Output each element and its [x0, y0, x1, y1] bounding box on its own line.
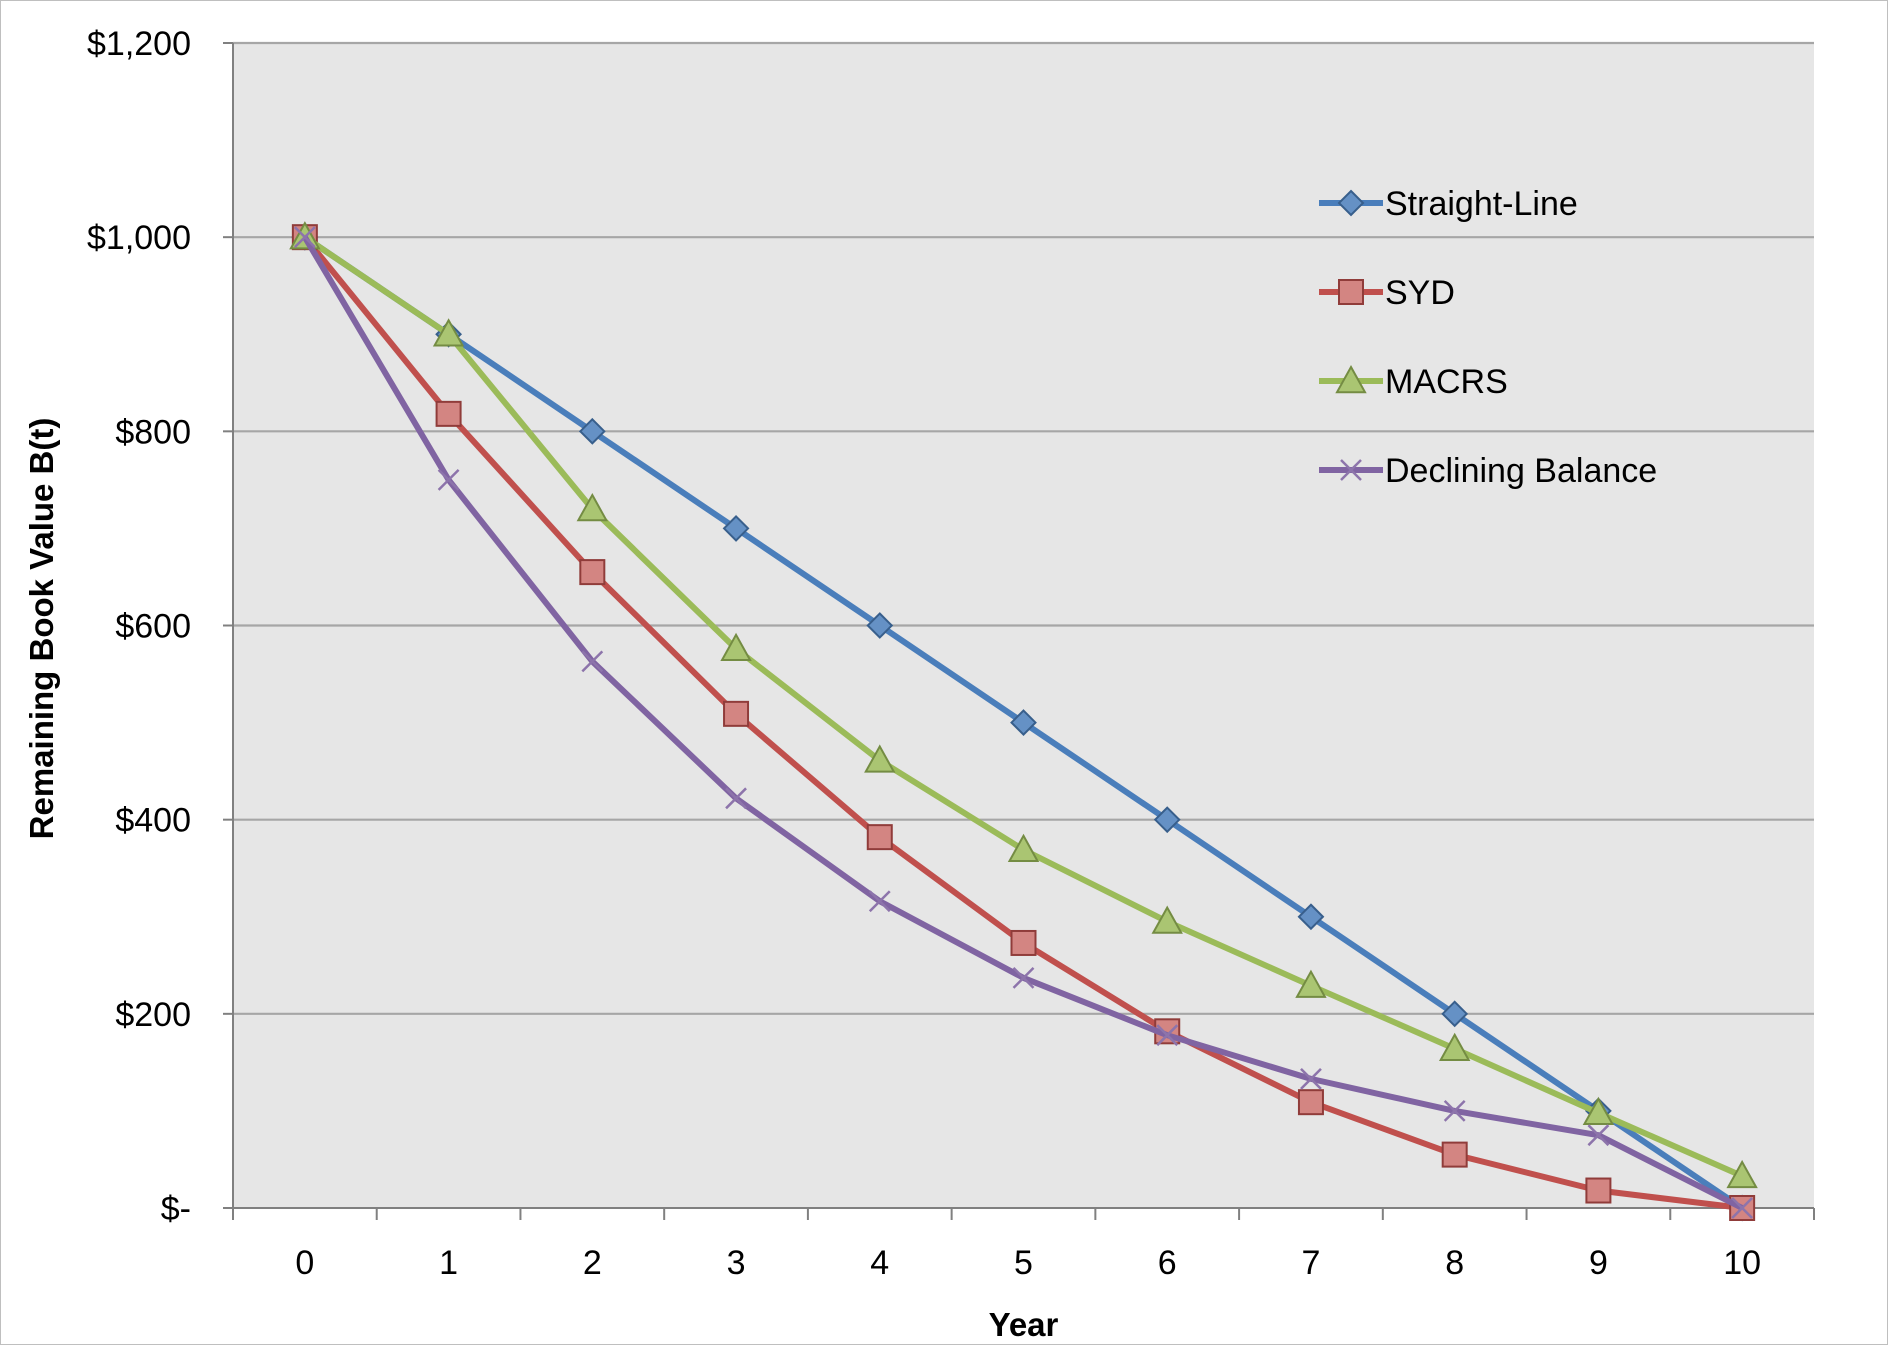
- x-tick-label: 3: [727, 1244, 746, 1282]
- data-point-syd: [723, 700, 750, 727]
- x-tick-label: 1: [439, 1244, 458, 1282]
- legend-marker: [1340, 459, 1362, 481]
- legend-label: Declining Balance: [1385, 452, 1657, 490]
- data-point-straight-line: [1153, 806, 1181, 834]
- x-tick-label: 8: [1445, 1244, 1464, 1282]
- legend-marker: [1337, 189, 1365, 217]
- data-point-macrs: [576, 492, 609, 522]
- data-point-declining-balance: [1156, 1024, 1179, 1047]
- data-point-macrs: [864, 744, 896, 773]
- x-tick-label: 4: [870, 1244, 889, 1282]
- data-point-declining-balance: [1443, 1100, 1466, 1122]
- data-point-straight-line: [866, 612, 894, 639]
- data-point-macrs: [720, 632, 752, 661]
- legend-item-declining-balance: Declining Balance: [1319, 452, 1657, 490]
- x-tick-label: 6: [1158, 1244, 1177, 1282]
- data-point-macrs: [1007, 833, 1040, 862]
- data-point-macrs: [1726, 1159, 1758, 1189]
- data-point-straight-line: [1441, 1000, 1469, 1028]
- y-tick-label: $200: [115, 996, 191, 1034]
- legend-label: Straight-Line: [1385, 185, 1578, 223]
- legend-item-straight-line: Straight-Line: [1319, 185, 1578, 223]
- data-point-syd: [1441, 1141, 1468, 1168]
- legend-item-syd: SYD: [1319, 274, 1455, 312]
- data-point-straight-line: [722, 515, 750, 542]
- legend-item-macrs: MACRS: [1319, 363, 1508, 401]
- data-point-syd: [579, 559, 606, 586]
- legend: Straight-Line SYD MACRS Declining Balance: [1319, 185, 1657, 490]
- data-point-declining-balance: [1587, 1124, 1610, 1147]
- y-tick-label: $800: [115, 413, 191, 451]
- data-point-declining-balance: [1012, 967, 1035, 989]
- axes: $- $200 $400 $600 $800 $1,000 $1,200 0 1 2 3 4 5 6 7 8 9…: [87, 25, 1815, 1282]
- data-point-macrs: [1151, 905, 1183, 934]
- y-tick-label: $600: [115, 608, 191, 646]
- y-tick-label: $1,000: [87, 219, 191, 257]
- x-tick-label: 9: [1589, 1244, 1608, 1282]
- x-tick-label: 0: [295, 1244, 314, 1282]
- series-macrs: [289, 221, 1758, 1189]
- data-point-syd: [1585, 1177, 1612, 1204]
- data-point-declining-balance: [1731, 1197, 1754, 1219]
- data-point-straight-line: [578, 417, 606, 445]
- y-tick-label: $400: [115, 802, 191, 840]
- y-axis-title: Remaining Book Value B(t): [23, 418, 60, 840]
- data-point-declining-balance: [1300, 1067, 1322, 1090]
- y-tick-label: $-: [161, 1190, 191, 1228]
- x-tick-label: 7: [1301, 1244, 1320, 1282]
- x-tick-label: 2: [583, 1244, 602, 1282]
- data-point-declining-balance: [725, 787, 747, 810]
- data-point-straight-line: [1297, 903, 1325, 931]
- y-tick-label: $1,200: [87, 25, 191, 63]
- series-lines: [289, 221, 1758, 1222]
- x-tick-label: 5: [1014, 1244, 1033, 1282]
- data-point-declining-balance: [868, 890, 891, 913]
- data-point-syd: [435, 400, 462, 427]
- data-point-declining-balance: [581, 650, 604, 673]
- legend-marker: [1335, 364, 1367, 394]
- data-point-syd: [866, 824, 893, 851]
- x-tick-label: 10: [1723, 1244, 1761, 1282]
- series-declining-balance: [293, 226, 1754, 1219]
- x-axis-title: Year: [989, 1306, 1059, 1343]
- gridlines: [233, 41, 1814, 1015]
- legend-label: SYD: [1385, 274, 1455, 312]
- data-point-declining-balance: [293, 226, 316, 249]
- data-point-macrs: [432, 318, 465, 347]
- data-point-macrs: [1438, 1032, 1471, 1061]
- data-point-macrs: [1582, 1096, 1615, 1126]
- data-point-macrs: [1295, 969, 1327, 998]
- data-point-straight-line: [1010, 709, 1037, 736]
- legend-label: MACRS: [1385, 363, 1508, 401]
- legend-marker: [1338, 279, 1364, 305]
- data-point-declining-balance: [437, 468, 460, 491]
- data-point-syd: [1010, 929, 1037, 956]
- data-point-syd: [1297, 1089, 1324, 1116]
